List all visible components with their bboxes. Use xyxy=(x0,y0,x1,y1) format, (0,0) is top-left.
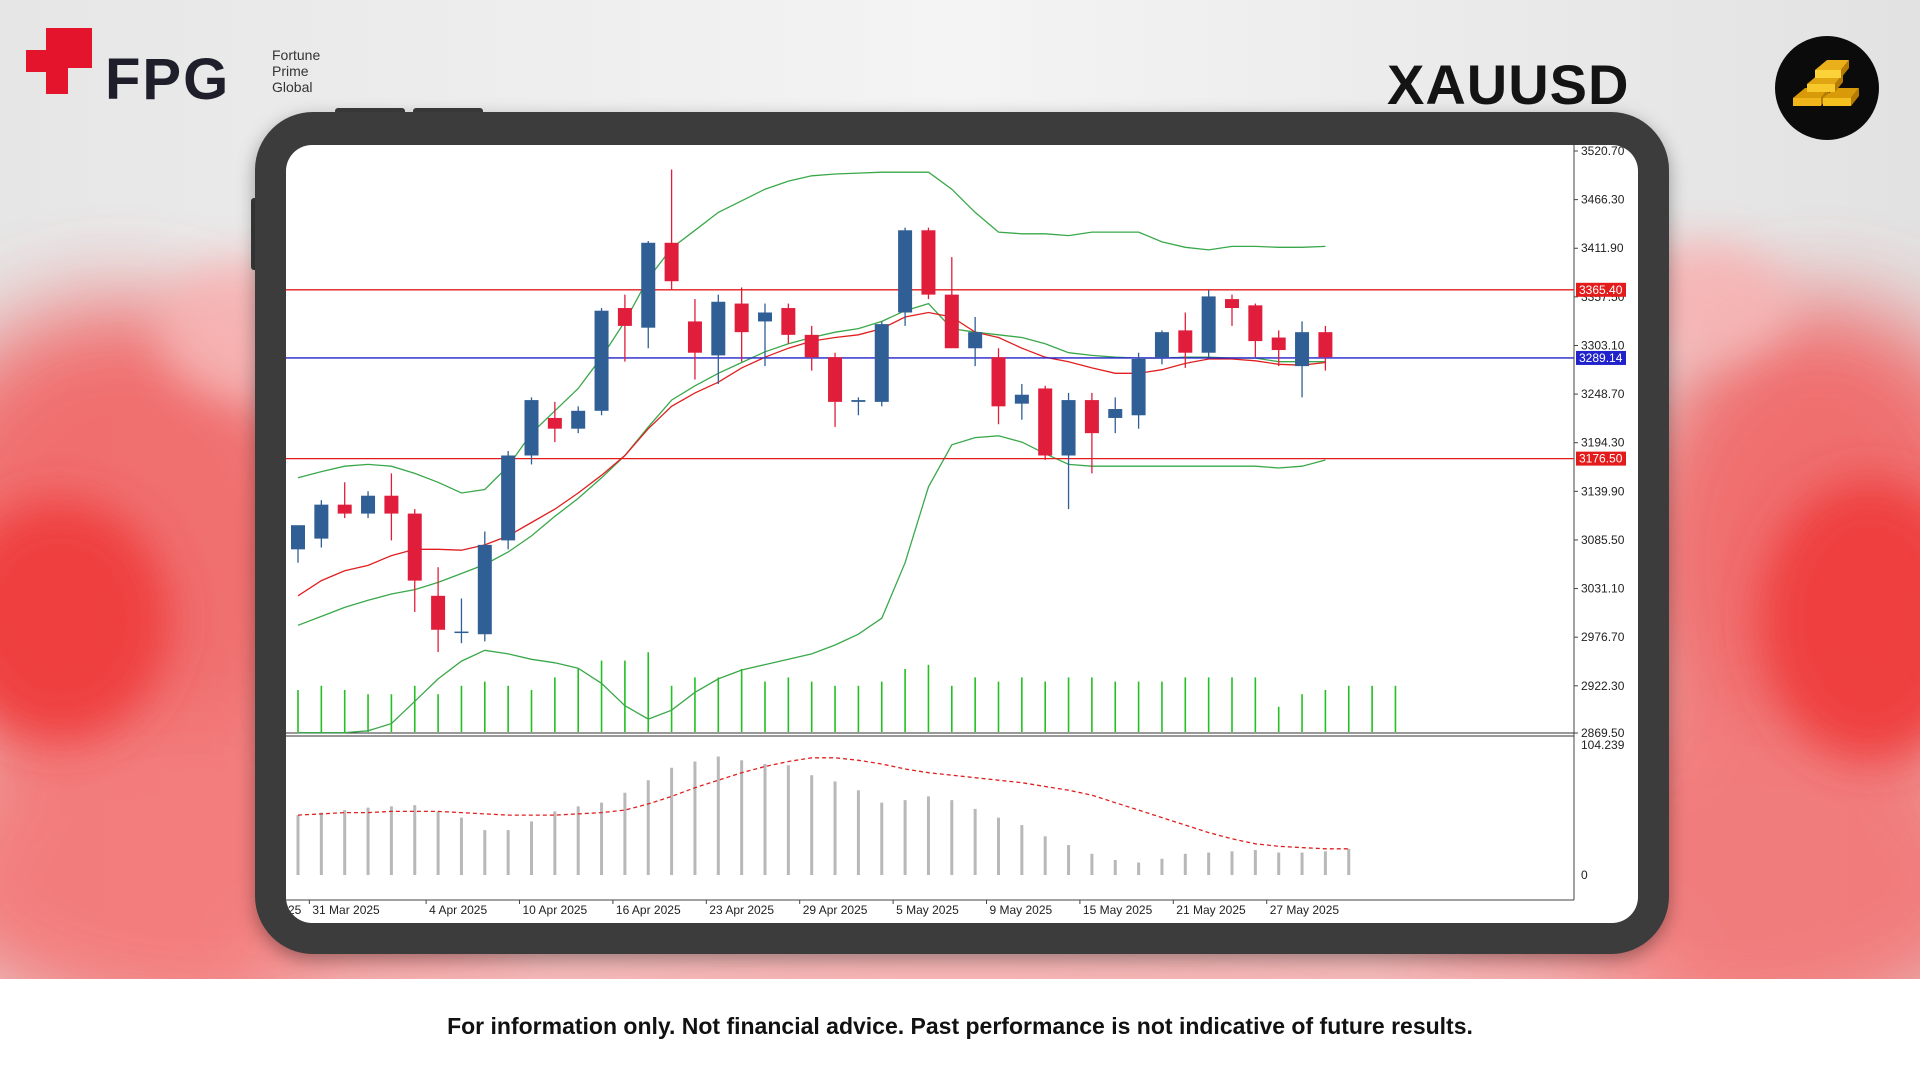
candle-body xyxy=(337,504,352,514)
candle-body xyxy=(547,417,562,429)
disclaimer-text: For information only. Not financial advi… xyxy=(447,1013,1473,1039)
time-label: 10 Apr 2025 xyxy=(523,903,588,917)
candle-body xyxy=(594,310,609,411)
candle-body xyxy=(1295,332,1310,367)
chart-screen: 3520.70 3466.30 3411.90 3357.50 3303.10 3248.… xyxy=(286,145,1638,923)
candle-body xyxy=(384,495,399,514)
time-label: 9 May 2025 xyxy=(990,903,1053,917)
candle-body xyxy=(734,303,749,333)
price-tick-label: 2869.50 xyxy=(1581,726,1625,740)
candle-body xyxy=(991,357,1006,407)
time-label: 4 Apr 2025 xyxy=(429,903,487,917)
time-label: 27 May 2025 xyxy=(1270,903,1340,917)
candle-body xyxy=(431,595,446,630)
candle-body xyxy=(477,544,492,635)
logo-mark xyxy=(26,28,92,94)
candle-body xyxy=(1154,332,1169,358)
price-tick-label: 2976.70 xyxy=(1581,630,1625,644)
price-tick-label: 3139.90 xyxy=(1581,484,1625,498)
price-tick-label: 3194.30 xyxy=(1581,436,1625,450)
candle-body xyxy=(921,230,936,295)
candle-body xyxy=(1108,409,1123,418)
level-label-box xyxy=(1576,282,1626,297)
symbol-title: XAUUSD xyxy=(1387,53,1630,116)
candle-body xyxy=(1131,358,1146,416)
price-chart: 3520.703466.303411.903357.503303.103248.… xyxy=(286,145,1626,917)
candle-body xyxy=(641,242,656,328)
candle-body xyxy=(617,308,632,326)
candle-body xyxy=(1061,400,1076,456)
candle-body xyxy=(851,400,866,402)
level-label: 3365.40 xyxy=(1579,283,1623,297)
price-tick-label: 3411.90 xyxy=(1581,241,1624,255)
brand-sub-line-3: Global xyxy=(272,79,313,95)
candle-body xyxy=(898,230,913,313)
price-tick-label: 3303.10 xyxy=(1581,338,1625,352)
level-label-box xyxy=(1576,451,1626,466)
oscillator-max-label: 104.239 xyxy=(1581,738,1625,752)
candle-body xyxy=(758,312,772,322)
time-label: 21 May 2025 xyxy=(1176,903,1246,917)
gold-bars-icon xyxy=(1793,60,1859,106)
candle-body xyxy=(1014,394,1029,404)
candle-body xyxy=(944,294,959,349)
candle-body xyxy=(1225,299,1239,309)
candle-body xyxy=(1201,296,1216,353)
brand-subtitle: Fortune Prime Global xyxy=(272,47,320,95)
time-label: 29 Apr 2025 xyxy=(803,903,868,917)
fpg-logo-icon xyxy=(26,28,92,94)
candle-body xyxy=(711,301,726,356)
candle-body xyxy=(1178,330,1193,353)
time-label-partial: 25 xyxy=(288,903,302,917)
level-label: 3289.14 xyxy=(1579,351,1623,365)
candle-body xyxy=(1248,305,1263,342)
time-label: 31 Mar 2025 xyxy=(312,903,380,917)
time-label: 15 May 2025 xyxy=(1083,903,1153,917)
time-label: 16 Apr 2025 xyxy=(616,903,681,917)
price-tick-label: 3031.10 xyxy=(1581,582,1625,596)
candle-body xyxy=(454,631,469,634)
candle-body xyxy=(874,324,889,402)
brand-sub-line-1: Fortune xyxy=(272,47,321,63)
level-label: 3176.50 xyxy=(1579,452,1623,466)
time-label: 23 Apr 2025 xyxy=(709,903,774,917)
price-tick-label: 2922.30 xyxy=(1581,679,1625,693)
price-tick-label: 3248.70 xyxy=(1581,387,1625,401)
time-label: 5 May 2025 xyxy=(896,903,959,917)
brand-sub-line-2: Prime xyxy=(272,63,309,79)
price-tick-label: 3520.70 xyxy=(1581,145,1625,158)
candle-body xyxy=(968,332,983,349)
candle-body xyxy=(804,334,819,358)
candle-body xyxy=(664,242,679,282)
candle-body xyxy=(291,525,305,550)
candle-body xyxy=(314,504,329,539)
brand-name: FPG xyxy=(105,47,231,112)
upper-band-line xyxy=(297,171,1326,494)
candle-body xyxy=(361,495,376,514)
candle-body xyxy=(1271,337,1286,351)
candle-body xyxy=(1038,388,1053,456)
candle-body xyxy=(524,400,539,456)
candle-body xyxy=(687,321,702,353)
candle-body xyxy=(1318,332,1333,358)
candle-body xyxy=(501,455,516,541)
candle-body xyxy=(407,513,422,581)
candle-body xyxy=(1084,400,1099,434)
gold-badge xyxy=(1775,36,1879,140)
lower-band-line xyxy=(298,435,1326,734)
candle-body xyxy=(571,410,586,429)
price-tick-label: 3085.50 xyxy=(1581,533,1625,547)
oscillator-zero-label: 0 xyxy=(1581,868,1588,882)
candle-body xyxy=(781,308,796,335)
disclaimer-bar: For information only. Not financial advi… xyxy=(0,979,1920,1080)
oscillator-signal-line xyxy=(297,757,1349,850)
price-tick-label: 3466.30 xyxy=(1581,193,1625,207)
candle-body xyxy=(828,357,843,402)
level-label-box xyxy=(1576,350,1626,365)
